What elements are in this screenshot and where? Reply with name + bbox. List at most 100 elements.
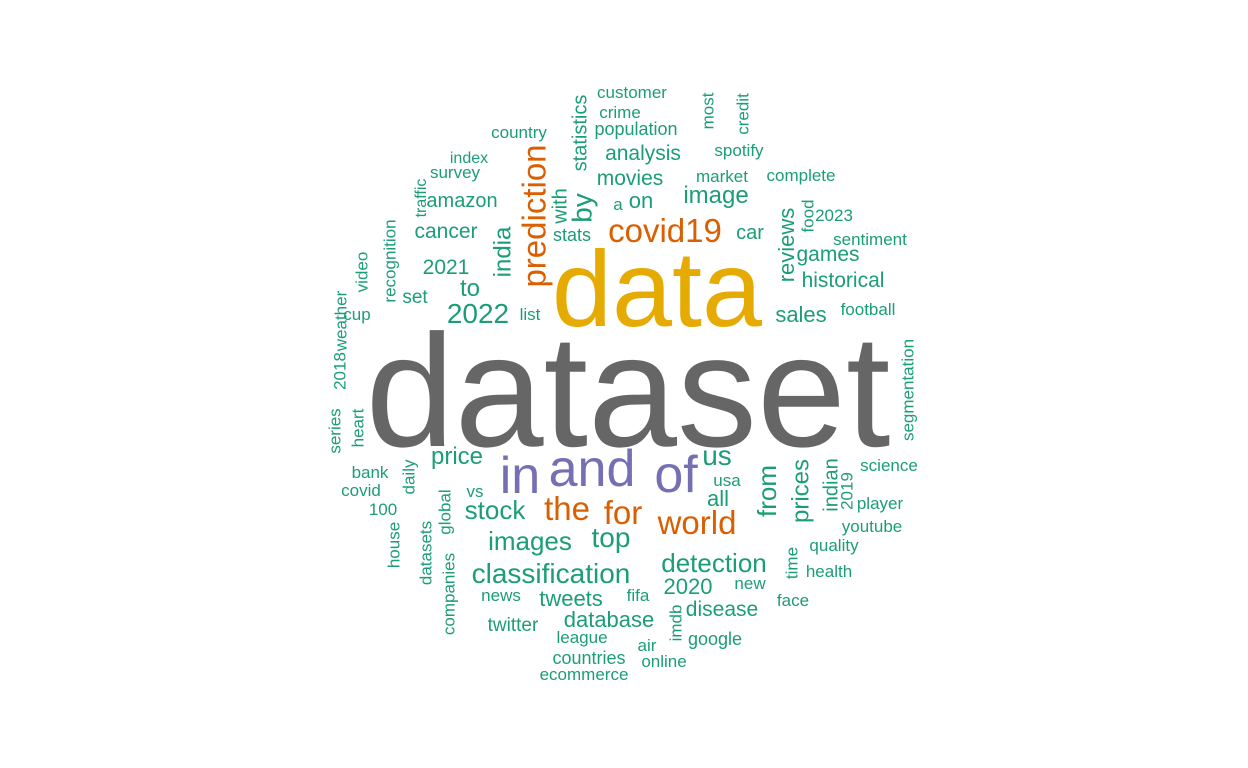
word-disease: disease [686, 598, 758, 621]
word-health: health [806, 562, 852, 581]
word-a: a [613, 195, 623, 214]
word-air: air [638, 636, 657, 655]
word-news: news [481, 586, 521, 605]
word-movies: movies [597, 167, 664, 190]
word-set: set [402, 287, 428, 308]
word-ecommerce: ecommerce [540, 665, 629, 684]
word-league: league [556, 628, 607, 647]
word-reviews: reviews [774, 208, 799, 283]
word-and: and [549, 440, 636, 498]
word-on: on [629, 188, 653, 213]
word-crime: crime [599, 103, 641, 122]
word-sales: sales [775, 302, 826, 327]
word-stats: stats [553, 225, 591, 245]
word-heart: heart [348, 408, 367, 447]
word-youtube: youtube [842, 517, 903, 536]
word-the: the [544, 490, 590, 527]
word-science: science [860, 456, 918, 475]
word-weather: weather [331, 290, 350, 352]
word-statistics: statistics [569, 95, 591, 172]
word-of: of [654, 446, 698, 504]
word-companies: companies [439, 553, 458, 635]
word-datasets: datasets [416, 521, 435, 585]
word-games: games [796, 243, 859, 266]
word-quality: quality [809, 536, 859, 555]
word-credit: credit [733, 93, 752, 135]
word-population: population [594, 119, 677, 139]
word-2019: 2019 [837, 472, 856, 510]
word-fifa: fifa [627, 586, 650, 605]
word-2023: 2023 [815, 206, 853, 225]
word-all: all [707, 486, 729, 511]
word-football: football [841, 300, 896, 319]
word-historical: historical [802, 269, 885, 292]
word-in: in [500, 447, 540, 505]
word-from: from [752, 465, 782, 517]
word-customer: customer [597, 83, 667, 102]
word-twitter: twitter [488, 615, 539, 636]
word-by: by [566, 193, 597, 223]
word-cup: cup [343, 305, 370, 324]
word-daily: daily [399, 459, 418, 494]
word-to: to [460, 275, 480, 302]
word-new: new [734, 574, 766, 593]
word-face: face [777, 591, 809, 610]
word-2018: 2018 [330, 352, 349, 390]
word-index: index [450, 150, 488, 167]
word-100: 100 [369, 500, 397, 519]
word-car: car [736, 222, 764, 244]
word-tweets: tweets [539, 586, 603, 611]
word-image: image [683, 182, 748, 209]
word-segmentation: segmentation [898, 339, 917, 441]
word-recognition: recognition [380, 219, 399, 302]
word-amazon: amazon [426, 190, 497, 212]
word-sentiment: sentiment [833, 230, 907, 249]
word-dataset: dataset [366, 301, 891, 480]
word-market: market [696, 167, 748, 186]
word-india: india [489, 226, 516, 277]
word-detection: detection [661, 548, 767, 578]
word-analysis: analysis [605, 142, 681, 165]
word-google: google [688, 629, 742, 649]
word-house: house [384, 522, 403, 568]
word-with: with [549, 188, 571, 225]
word-world: world [657, 504, 737, 541]
word-database: database [564, 607, 655, 632]
word-indian: indian [820, 458, 842, 511]
word-prices: prices [787, 459, 814, 523]
word-top: top [592, 522, 631, 553]
word-images: images [488, 526, 572, 556]
word-prediction: prediction [516, 144, 553, 287]
word-cancer: cancer [414, 220, 477, 243]
word-covid: covid [341, 481, 381, 500]
word-covid19: covid19 [608, 212, 722, 249]
word-traffic: traffic [413, 179, 430, 218]
word-stock: stock [465, 495, 527, 525]
word-country: country [491, 123, 547, 142]
word-food: food [798, 199, 817, 232]
word-list: list [520, 305, 541, 324]
word-online: online [641, 652, 686, 671]
word-spotify: spotify [714, 141, 764, 160]
word-data: data [552, 228, 763, 349]
word-us: us [702, 440, 732, 471]
word-countries: countries [552, 648, 625, 668]
word-complete: complete [767, 166, 836, 185]
word-imdb: imdb [666, 605, 685, 642]
word-video: video [352, 252, 371, 293]
word-time: time [782, 547, 801, 579]
word-for: for [604, 494, 643, 531]
word-vs: vs [467, 482, 484, 501]
word-survey: survey [430, 163, 481, 182]
word-bank: bank [352, 463, 389, 482]
word-most: most [698, 92, 717, 129]
word-price: price [431, 443, 483, 470]
word-global: global [435, 489, 454, 534]
word-2020: 2020 [664, 574, 713, 599]
word-2021: 2021 [423, 256, 470, 279]
word-2022: 2022 [447, 298, 509, 329]
word-classification: classification [472, 558, 631, 589]
word-series: series [325, 408, 344, 453]
